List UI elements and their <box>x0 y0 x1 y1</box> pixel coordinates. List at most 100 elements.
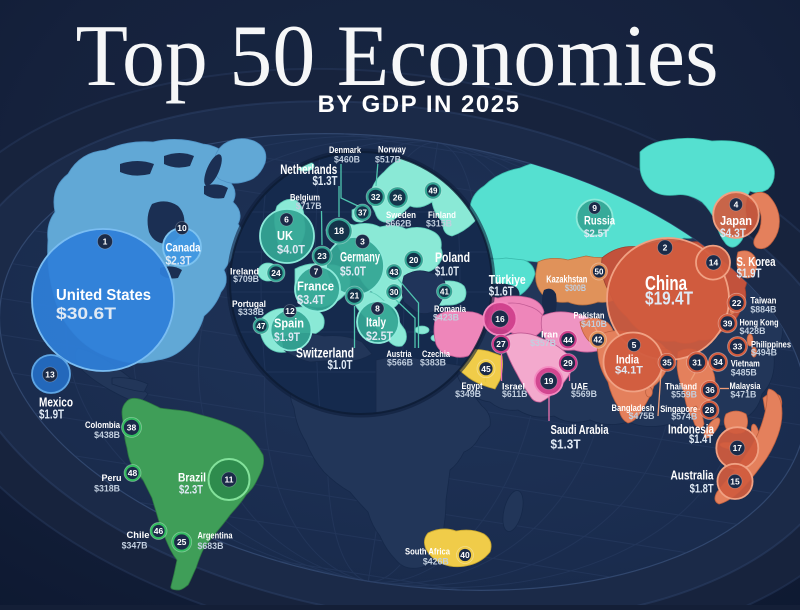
svg-text:42: 42 <box>594 336 603 345</box>
svg-text:Singapore: Singapore <box>660 404 697 415</box>
svg-text:Hong Kong: Hong Kong <box>740 318 779 329</box>
svg-text:14: 14 <box>709 258 719 268</box>
svg-text:11: 11 <box>225 475 234 485</box>
svg-text:47: 47 <box>257 322 266 331</box>
svg-text:$566B: $566B <box>387 358 413 368</box>
svg-text:Brazil: Brazil <box>178 473 206 485</box>
svg-text:$5.0T: $5.0T <box>340 264 366 279</box>
svg-text:BY GDP IN 2025: BY GDP IN 2025 <box>318 91 521 118</box>
svg-text:40: 40 <box>460 550 470 560</box>
svg-text:Chile: Chile <box>127 530 150 540</box>
svg-text:Finland: Finland <box>428 210 456 221</box>
svg-text:$1.9T: $1.9T <box>39 408 64 422</box>
svg-text:48: 48 <box>128 468 138 478</box>
svg-text:S. Korea: S. Korea <box>737 254 777 269</box>
svg-text:$315B: $315B <box>426 219 452 229</box>
svg-text:33: 33 <box>733 342 743 352</box>
svg-text:Philippines: Philippines <box>751 340 791 351</box>
svg-text:35: 35 <box>662 358 672 368</box>
svg-text:$347B: $347B <box>122 541 148 551</box>
svg-text:43: 43 <box>390 268 399 277</box>
svg-text:15: 15 <box>730 477 740 487</box>
svg-text:$1.0T: $1.0T <box>328 357 353 372</box>
svg-text:Canada: Canada <box>166 243 202 255</box>
svg-text:Türkiye: Türkiye <box>489 272 526 287</box>
svg-text:Russia: Russia <box>584 216 615 228</box>
svg-text:Malaysia: Malaysia <box>730 381 762 392</box>
svg-text:Germany: Germany <box>340 249 380 265</box>
svg-text:$2.3T: $2.3T <box>179 485 203 497</box>
svg-text:Argentina: Argentina <box>198 531 234 541</box>
svg-text:7: 7 <box>314 267 319 277</box>
svg-text:$709B: $709B <box>233 274 259 284</box>
svg-text:23: 23 <box>317 251 327 261</box>
svg-text:Top 50 Economies: Top 50 Economies <box>76 8 719 105</box>
svg-text:20: 20 <box>409 255 419 265</box>
svg-text:Vietnam: Vietnam <box>731 359 760 370</box>
svg-text:South Africa: South Africa <box>405 547 451 558</box>
svg-text:$517B: $517B <box>375 155 401 165</box>
svg-text:22: 22 <box>732 298 742 308</box>
svg-text:$574B: $574B <box>671 412 697 422</box>
svg-text:Egypt: Egypt <box>462 381 484 392</box>
svg-text:$1.4T: $1.4T <box>689 432 714 446</box>
svg-text:Thailand: Thailand <box>665 382 697 393</box>
svg-text:$4.0T: $4.0T <box>277 243 306 257</box>
svg-text:$559B: $559B <box>671 390 697 400</box>
svg-text:39: 39 <box>723 319 733 329</box>
svg-text:$438B: $438B <box>94 430 120 440</box>
svg-text:Spain: Spain <box>274 317 304 331</box>
svg-text:$300B: $300B <box>565 283 586 293</box>
svg-text:Kazakhstan: Kazakhstan <box>546 275 587 286</box>
svg-text:16: 16 <box>495 314 505 324</box>
svg-text:$1.3T: $1.3T <box>313 173 338 188</box>
svg-text:Poland: Poland <box>435 249 470 265</box>
svg-text:32: 32 <box>371 192 381 202</box>
svg-text:17: 17 <box>733 443 743 453</box>
svg-text:$2.5T: $2.5T <box>584 228 609 240</box>
svg-text:$569B: $569B <box>571 389 597 399</box>
svg-text:37: 37 <box>358 208 367 217</box>
svg-text:5: 5 <box>632 340 637 350</box>
svg-text:$426B: $426B <box>423 557 449 567</box>
svg-text:$494B: $494B <box>751 348 777 358</box>
svg-text:49: 49 <box>429 186 438 195</box>
svg-text:2: 2 <box>663 243 668 253</box>
svg-text:Pakistan: Pakistan <box>574 311 605 322</box>
svg-text:India: India <box>616 355 640 367</box>
svg-text:Romania: Romania <box>434 304 467 315</box>
svg-text:$485B: $485B <box>731 368 757 378</box>
svg-text:UK: UK <box>277 229 293 243</box>
svg-text:$4.3T: $4.3T <box>720 226 747 240</box>
svg-text:12: 12 <box>285 306 295 316</box>
svg-text:United States: United States <box>56 287 151 304</box>
svg-text:Israel: Israel <box>502 382 525 393</box>
svg-text:36: 36 <box>705 385 715 395</box>
svg-text:24: 24 <box>271 268 281 278</box>
svg-text:$471B: $471B <box>730 390 756 400</box>
svg-text:25: 25 <box>177 537 187 547</box>
svg-text:Switzerland: Switzerland <box>296 346 354 361</box>
svg-text:Indonesia: Indonesia <box>668 423 715 437</box>
svg-text:Czechia: Czechia <box>422 349 451 359</box>
svg-text:$410B: $410B <box>581 319 607 329</box>
svg-text:$19.4T: $19.4T <box>645 289 693 309</box>
svg-text:29: 29 <box>563 358 573 368</box>
svg-text:$428B: $428B <box>740 326 766 336</box>
svg-text:Peru: Peru <box>102 473 122 483</box>
svg-text:41: 41 <box>440 287 449 296</box>
svg-text:38: 38 <box>127 423 137 433</box>
svg-text:$4.1T: $4.1T <box>615 365 643 377</box>
svg-text:Japan: Japan <box>720 214 752 228</box>
svg-text:$30.6T: $30.6T <box>56 304 117 323</box>
svg-text:27: 27 <box>496 339 506 349</box>
svg-text:Colombia: Colombia <box>85 420 121 430</box>
svg-text:$349B: $349B <box>455 389 481 399</box>
svg-text:44: 44 <box>563 335 573 345</box>
svg-text:$383B: $383B <box>420 358 446 368</box>
svg-text:50: 50 <box>595 267 604 276</box>
svg-text:$338B: $338B <box>238 307 264 317</box>
svg-text:10: 10 <box>177 223 187 233</box>
svg-text:$662B: $662B <box>386 219 412 229</box>
svg-text:Australia: Australia <box>671 469 715 483</box>
